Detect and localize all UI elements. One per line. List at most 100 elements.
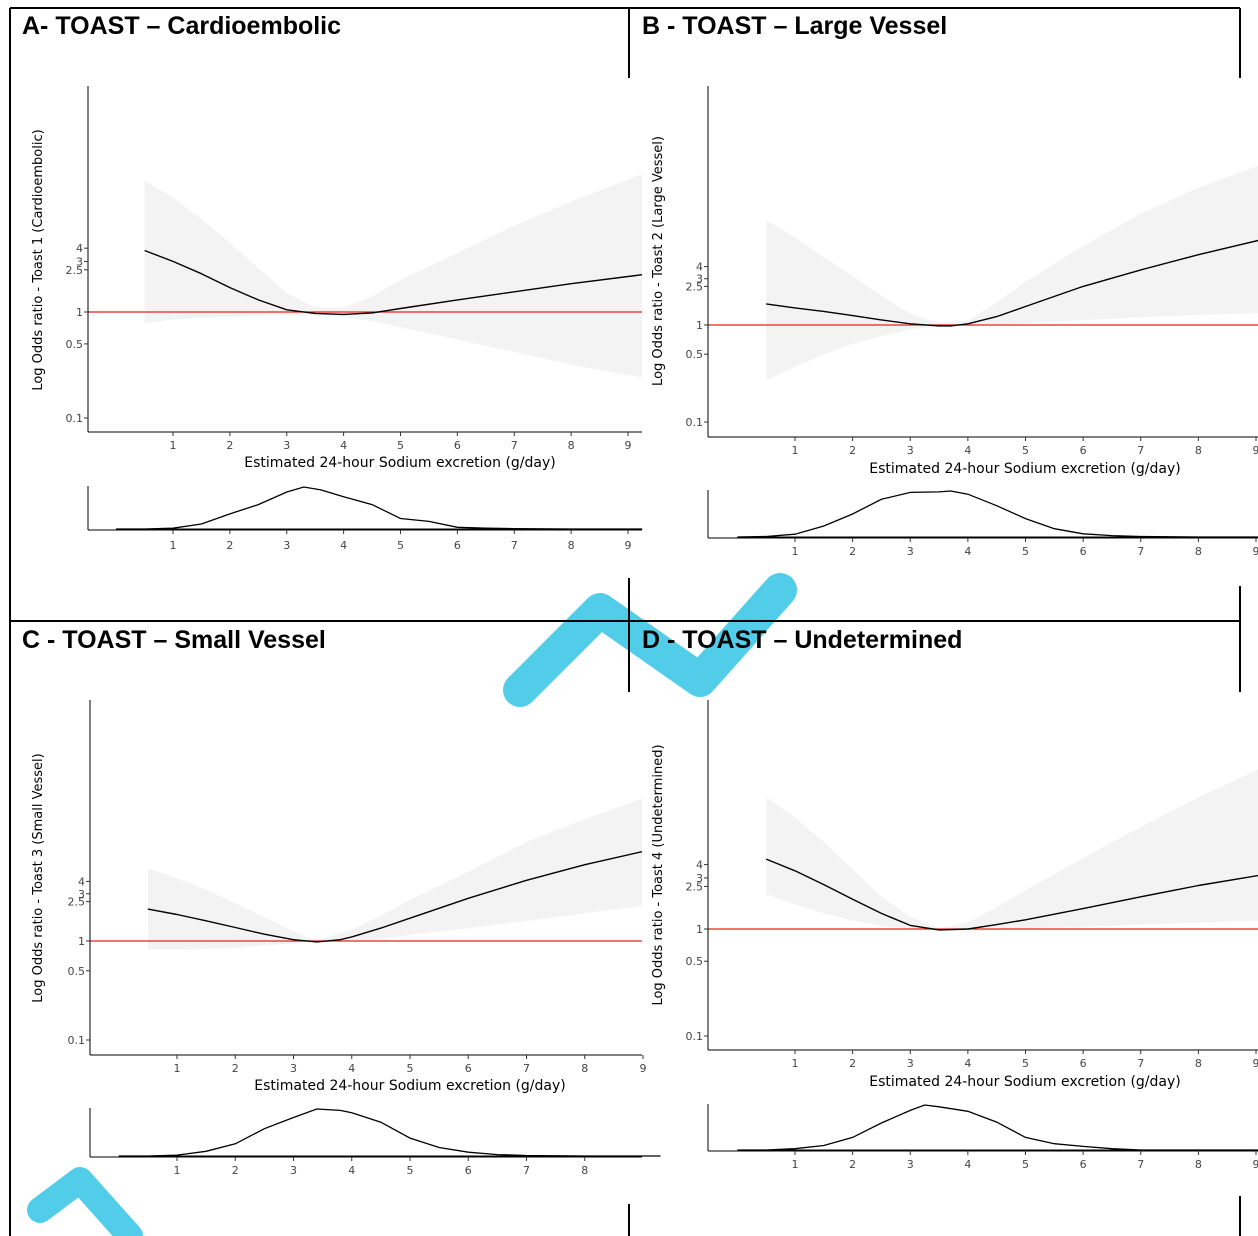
panel-b-x-tick-label: 2 bbox=[849, 444, 856, 457]
panel-a-y-tick-label: 2.5 bbox=[66, 264, 84, 277]
panel-a-x-tick-label: 3 bbox=[283, 439, 290, 452]
panel-a-title: A- TOAST – Cardioembolic bbox=[22, 12, 341, 40]
panel-b-y-tick-label: 2.5 bbox=[686, 280, 704, 293]
panel-d-density-curve bbox=[737, 1104, 1258, 1151]
panel-c-density-x-tick-label: 7 bbox=[523, 1164, 530, 1177]
panel-c-ylabel: Log Odds ratio - Toast 3 (Small Vessel) bbox=[31, 753, 46, 1002]
panel-c-y-tick-label: 0.5 bbox=[68, 965, 86, 978]
panel-b-ci-band bbox=[766, 165, 1258, 381]
panel-b-y-tick-label: 0.1 bbox=[686, 416, 704, 429]
panel-c-density-x-tick-label: 4 bbox=[348, 1164, 355, 1177]
panel-c-x-tick-label: 4 bbox=[348, 1062, 355, 1075]
panel-c-y-tick-label: 4 bbox=[78, 875, 85, 888]
panel-c-density-x-tick-label: 1 bbox=[174, 1164, 181, 1177]
panel-c-x-tick-label: 5 bbox=[407, 1062, 414, 1075]
panel-c-title: C - TOAST – Small Vessel bbox=[22, 626, 326, 654]
panel-c-x-tick-label: 6 bbox=[465, 1062, 472, 1075]
panel-a-y-tick-label: 3 bbox=[76, 255, 83, 268]
panel-c-density-x-tick-label: 3 bbox=[290, 1164, 297, 1177]
panel-d-y-tick-label: 1 bbox=[696, 923, 703, 936]
panel-a-x-tick-label: 5 bbox=[397, 439, 404, 452]
panel-b-xlabel: Estimated 24-hour Sodium excretion (g/da… bbox=[869, 461, 1180, 477]
panel-d-y-tick-label: 3 bbox=[696, 872, 703, 885]
panel-b-y-tick-label: 1 bbox=[696, 319, 703, 332]
panel-c-density-x-tick-label: 2 bbox=[232, 1164, 239, 1177]
panel-a-density-x-tick-label: 8 bbox=[568, 539, 575, 552]
panel-c-x-tick-label: 7 bbox=[523, 1062, 530, 1075]
panel-d-spline-line bbox=[765, 858, 1258, 931]
panel-b-density-x-tick-label: 6 bbox=[1080, 545, 1087, 558]
panel-d-x-tick-label: 8 bbox=[1195, 1057, 1202, 1070]
panel-d-x-tick-label: 6 bbox=[1080, 1057, 1087, 1070]
panel-b-density-x-tick-label: 8 bbox=[1195, 545, 1202, 558]
panel-a-density-x-tick-label: 5 bbox=[397, 539, 404, 552]
panel-c-ci-band bbox=[147, 798, 642, 950]
panel-d-y-tick-label: 0.1 bbox=[686, 1030, 704, 1043]
panel-b-ylabel: Log Odds ratio - Toast 2 (Large Vessel) bbox=[651, 136, 666, 386]
panel-c-x-tick-label: 2 bbox=[232, 1062, 239, 1075]
panel-d-density-x-tick-label: 6 bbox=[1080, 1158, 1087, 1171]
panel-c-y-tick-label: 0.1 bbox=[68, 1034, 86, 1047]
panel-d-density-x-tick-label: 8 bbox=[1195, 1158, 1202, 1171]
panel-a-density-x-tick-label: 1 bbox=[170, 539, 177, 552]
panel-a-x-tick-label: 8 bbox=[568, 439, 575, 452]
panel-a-x-tick-label: 6 bbox=[454, 439, 461, 452]
panel-b-title: B - TOAST – Large Vessel bbox=[642, 12, 947, 40]
panel-d-title: D - TOAST – Undetermined bbox=[642, 626, 962, 654]
panel-a-density-x-tick-label: 7 bbox=[511, 539, 518, 552]
panel-d-ci-band bbox=[766, 769, 1258, 932]
panel-a-density-x-tick-label: 9 bbox=[625, 539, 632, 552]
panel-d-x-tick-label: 9 bbox=[1253, 1057, 1258, 1070]
panel-c-y-tick-label: 3 bbox=[78, 888, 85, 901]
panel-b-density-x-tick-label: 1 bbox=[792, 545, 799, 558]
panel-d-density-x-tick-label: 1 bbox=[792, 1158, 799, 1171]
panel-b-x-tick-label: 9 bbox=[1253, 444, 1258, 457]
panel-b-y-tick-label: 3 bbox=[696, 273, 703, 286]
panel-d-x-tick-label: 2 bbox=[849, 1057, 856, 1070]
panel-d-density-x-tick-label: 7 bbox=[1137, 1158, 1144, 1171]
panel-a-y-tick-label: 1 bbox=[76, 306, 83, 319]
panel-c-x-tick-label: 8 bbox=[581, 1062, 588, 1075]
panel-a-density-x-tick-label: 3 bbox=[283, 539, 290, 552]
panel-c-plot-area bbox=[90, 798, 642, 950]
panel-c-xlabel: Estimated 24-hour Sodium excretion (g/da… bbox=[254, 1078, 565, 1094]
panel-d-ylabel: Log Odds ratio - Toast 4 (Undetermined) bbox=[651, 744, 666, 1005]
panel-d-x-tick-label: 3 bbox=[907, 1057, 914, 1070]
panel-b-x-tick-label: 7 bbox=[1137, 444, 1144, 457]
panel-b-density-x-tick-label: 7 bbox=[1137, 545, 1144, 558]
panel-d-x-tick-label: 4 bbox=[964, 1057, 971, 1070]
panel-b-plot-area bbox=[708, 165, 1258, 381]
panel-c-y-tick-label: 1 bbox=[78, 935, 85, 948]
panel-c-x-tick-label: 3 bbox=[290, 1062, 297, 1075]
panel-d-y-tick-label: 4 bbox=[696, 859, 703, 872]
panel-b-density-x-tick-label: 9 bbox=[1253, 545, 1258, 558]
panel-b-density-x-tick-label: 3 bbox=[907, 545, 914, 558]
panel-a-x-tick-label: 2 bbox=[226, 439, 233, 452]
panel-b-x-tick-label: 4 bbox=[964, 444, 971, 457]
panel-d-x-tick-label: 1 bbox=[792, 1057, 799, 1070]
panel-d-density-x-tick-label: 2 bbox=[849, 1158, 856, 1171]
panel-a-density-curve bbox=[116, 486, 643, 530]
panel-b-density-x-tick-label: 4 bbox=[964, 545, 971, 558]
panel-b-x-tick-label: 3 bbox=[907, 444, 914, 457]
panel-a-x-tick-label: 1 bbox=[170, 439, 177, 452]
figure-frame bbox=[9, 7, 1241, 1236]
panel-b-density-x-tick-label: 2 bbox=[849, 545, 856, 558]
panel-a-density-x-tick-label: 2 bbox=[226, 539, 233, 552]
panel-b-y-tick-label: 0.5 bbox=[686, 348, 704, 361]
panel-c-y-tick-label: 2.5 bbox=[68, 896, 86, 909]
panel-a-x-tick-label: 9 bbox=[625, 439, 632, 452]
panel-d-xlabel: Estimated 24-hour Sodium excretion (g/da… bbox=[869, 1074, 1180, 1090]
panel-a-ylabel: Log Odds ratio - Toast 1 (Cardioembolic) bbox=[31, 129, 46, 390]
panel-c-spline-line bbox=[147, 850, 642, 943]
panel-a-y-tick-label: 4 bbox=[76, 242, 83, 255]
panel-a-density-x-tick-label: 4 bbox=[340, 539, 347, 552]
panel-b-y-tick-label: 4 bbox=[696, 261, 703, 274]
panel-a-x-tick-label: 7 bbox=[511, 439, 518, 452]
panel-b-spline-line bbox=[766, 239, 1258, 327]
panel-a-ci-band bbox=[144, 174, 642, 378]
panel-c-density-x-tick-label: 6 bbox=[465, 1164, 472, 1177]
